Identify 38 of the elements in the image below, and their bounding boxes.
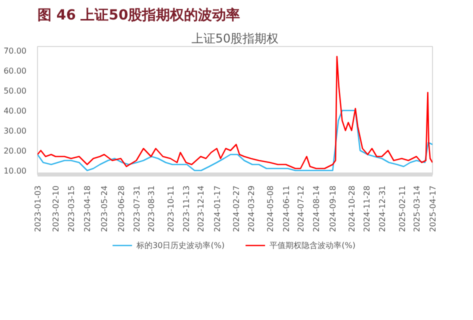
x-tick-label: 2025-02-11 xyxy=(398,185,407,232)
x-tick-label: 2024-07-12 xyxy=(296,185,306,232)
y-tick-label: 10.00 xyxy=(4,166,27,176)
line-series xyxy=(38,110,432,172)
x-tick-label: 2025-03-14 xyxy=(412,185,422,232)
x-tick-label: 2023-03-15 xyxy=(67,185,76,232)
x-tick-label: 2023-02-10 xyxy=(51,185,60,232)
x-tick-label: 2024-08-14 xyxy=(312,185,322,232)
x-tick-label: 2023-08-31 xyxy=(147,185,156,232)
x-tick-label: 2024-11-28 xyxy=(362,185,372,232)
x-tick-label: 2024-02-27 xyxy=(232,185,242,232)
x-tick-label: 2024-12-31 xyxy=(378,185,387,232)
x-tick-label: 2023-11-13 xyxy=(182,185,192,232)
y-tick-label: 20.00 xyxy=(4,146,27,156)
x-tick-label: 2023-07-31 xyxy=(132,185,142,232)
y-tick-label: 60.00 xyxy=(4,66,27,76)
x-tick-label: 2023-04-18 xyxy=(83,185,92,232)
x-tick-label: 2023-05-24 xyxy=(100,185,110,232)
legend-label: 标的30日历史波动率(%) xyxy=(136,240,225,250)
x-tick-label: 2024-03-29 xyxy=(246,185,256,232)
x-tick-label: 2025-04-17 xyxy=(428,185,438,232)
x-tick-label: 2023-01-03 xyxy=(34,185,42,232)
y-tick-label: 30.00 xyxy=(4,126,27,136)
x-tick-label: 2024-09-18 xyxy=(328,185,338,232)
chart-subtitle: 上证50股指期权 xyxy=(191,32,279,46)
x-tick-label: 2024-06-11 xyxy=(282,185,291,232)
x-tick-label: 2023-06-28 xyxy=(116,185,126,232)
x-tick-label: 2023-10-11 xyxy=(166,185,176,232)
x-tick-label: 2024-10-28 xyxy=(348,185,357,232)
legend-label: 平值期权隐含波动率(%) xyxy=(270,240,356,250)
x-tick-label: 2024-05-08 xyxy=(266,185,275,232)
y-tick-label: 40.00 xyxy=(4,106,27,116)
x-tick-label: 2024-01-17 xyxy=(212,185,222,232)
x-tick-label: 2023-12-14 xyxy=(196,185,206,232)
chart-title: 图 46 上证50股指期权的波动率 xyxy=(38,6,240,24)
y-tick-label: 70.00 xyxy=(4,46,27,56)
y-tick-label: 50.00 xyxy=(4,86,27,96)
line-series xyxy=(38,56,432,170)
